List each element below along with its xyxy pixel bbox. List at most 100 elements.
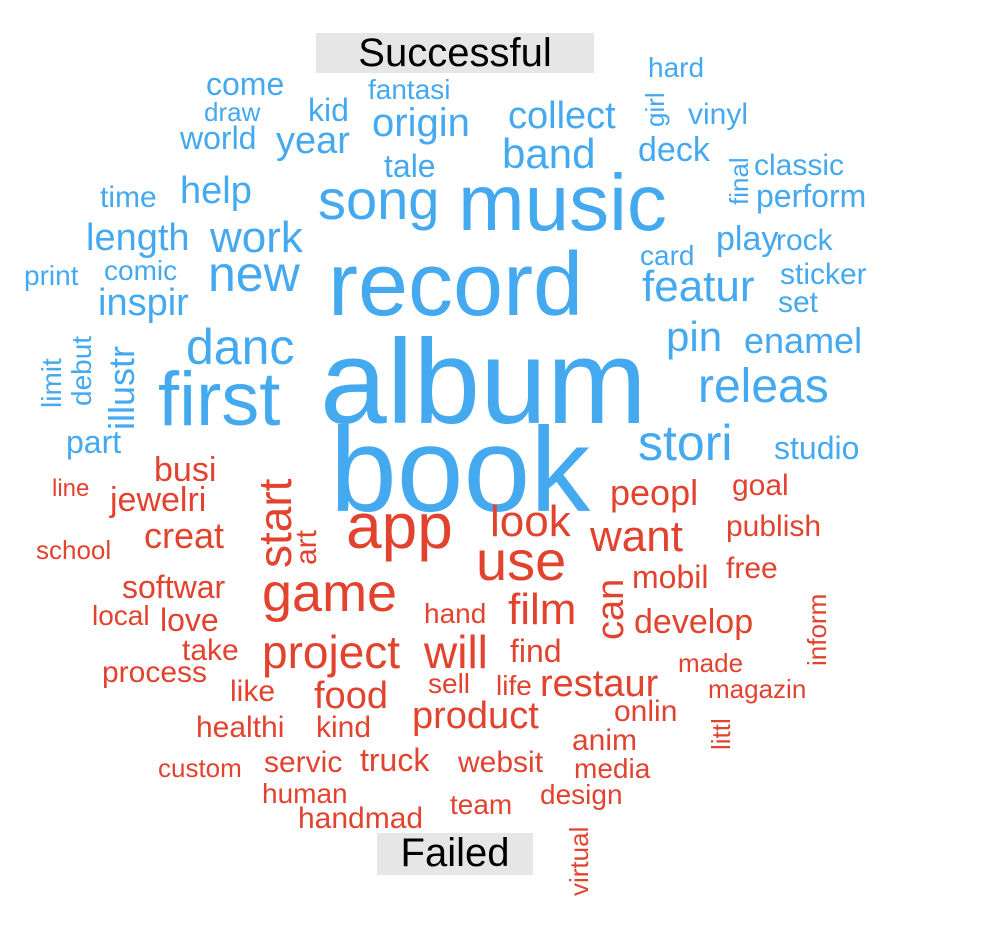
failed-word-websit: websit bbox=[458, 746, 544, 779]
successful-word-year: year bbox=[276, 120, 350, 162]
failed-word-servic: servic bbox=[264, 746, 343, 779]
failed-word-goal: goal bbox=[732, 469, 789, 502]
failed-word-softwar: softwar bbox=[122, 569, 226, 605]
successful-word-rock: rock bbox=[776, 224, 833, 257]
successful-word-perform: perform bbox=[756, 178, 867, 214]
failed-word-use: use bbox=[476, 529, 567, 592]
failed-word-game: game bbox=[262, 563, 398, 623]
failed-word-look: look bbox=[490, 497, 571, 546]
successful-word-origin: origin bbox=[372, 101, 470, 145]
failed-word-like: like bbox=[230, 675, 276, 708]
successful-word-featur: featur bbox=[642, 262, 755, 311]
failed-word-want: want bbox=[590, 512, 683, 561]
failed-word-will: will bbox=[424, 626, 488, 678]
successful-word-comic: comic bbox=[104, 255, 178, 286]
failed-word-anim: anim bbox=[572, 724, 638, 757]
successful-word-new: new bbox=[208, 246, 300, 302]
failed-label: Failed bbox=[400, 831, 510, 875]
successful-word-help: help bbox=[180, 170, 252, 212]
failed-word-healthi: healthi bbox=[196, 711, 285, 744]
failed-word-publish: publish bbox=[726, 510, 822, 543]
failed-word-peopl: peopl bbox=[610, 472, 699, 513]
failed-word-littl: littl bbox=[706, 718, 736, 750]
failed-word-food: food bbox=[314, 675, 388, 717]
failed-word-app: app bbox=[346, 490, 453, 562]
failed-word-life: life bbox=[496, 670, 532, 701]
failed-word-design: design bbox=[540, 779, 623, 810]
successful-word-vinyl: vinyl bbox=[688, 98, 749, 131]
failed-word-hand: hand bbox=[424, 598, 487, 629]
successful-word-draw: draw bbox=[204, 97, 261, 127]
successful-word-limit: limit bbox=[36, 358, 67, 408]
failed-word-line: line bbox=[52, 475, 90, 502]
successful-word-girl: girl bbox=[640, 92, 670, 127]
failed-word-take: take bbox=[182, 634, 239, 667]
successful-word-pin: pin bbox=[666, 313, 723, 360]
successful-word-set: set bbox=[778, 286, 819, 319]
successful-word-world: world bbox=[180, 120, 257, 156]
successful-word-hard: hard bbox=[648, 52, 705, 83]
failed-word-busi: busi bbox=[154, 451, 217, 489]
successful-word-sticker: sticker bbox=[780, 258, 867, 291]
failed-word-truck: truck bbox=[360, 742, 430, 778]
failed-word-magazin: magazin bbox=[708, 674, 807, 704]
failed-word-onlin: onlin bbox=[614, 695, 678, 728]
successful-word-print: print bbox=[24, 260, 79, 291]
successful-word-stori: stori bbox=[638, 415, 733, 471]
failed-word-free: free bbox=[726, 552, 778, 585]
successful-word-danc: danc bbox=[186, 319, 295, 375]
successful-label-box: Successful bbox=[316, 33, 594, 73]
failed-word-process: process bbox=[102, 656, 208, 689]
failed-word-develop: develop bbox=[634, 603, 754, 641]
successful-word-part: part bbox=[66, 424, 122, 460]
successful-word-album: album bbox=[320, 315, 647, 449]
successful-word-work: work bbox=[210, 213, 303, 262]
failed-word-restaur: restaur bbox=[540, 663, 659, 705]
failed-word-kind: kind bbox=[316, 711, 372, 744]
successful-word-play: play bbox=[716, 220, 779, 258]
successful-word-final: final bbox=[724, 157, 754, 205]
failed-word-product: product bbox=[412, 695, 539, 737]
failed-word-sell: sell bbox=[428, 668, 471, 699]
successful-word-song: song bbox=[318, 168, 440, 231]
successful-word-fantasi: fantasi bbox=[368, 74, 451, 105]
successful-word-debut: debut bbox=[66, 335, 97, 406]
failed-word-love: love bbox=[160, 602, 219, 638]
successful-label: Successful bbox=[358, 31, 552, 75]
failed-word-creat: creat bbox=[144, 515, 225, 556]
failed-word-school: school bbox=[36, 535, 112, 565]
successful-word-classic: classic bbox=[754, 149, 845, 182]
successful-word-come: come bbox=[206, 66, 285, 102]
failed-word-local: local bbox=[92, 600, 150, 631]
failed-word-mobil: mobil bbox=[632, 559, 709, 595]
successful-word-music: music bbox=[458, 158, 667, 247]
failed-word-made: made bbox=[678, 648, 744, 678]
failed-word-can: can bbox=[590, 578, 632, 640]
successful-word-band: band bbox=[502, 130, 596, 177]
successful-word-deck: deck bbox=[638, 131, 710, 169]
failed-word-human: human bbox=[262, 778, 348, 809]
successful-word-card: card bbox=[640, 240, 695, 271]
successful-word-releas: releas bbox=[698, 360, 829, 413]
failed-word-project: project bbox=[262, 626, 401, 678]
successful-word-tale: tale bbox=[384, 148, 436, 184]
successful-word-book: book bbox=[330, 403, 591, 537]
successful-word-first: first bbox=[158, 357, 281, 442]
failed-word-team: team bbox=[450, 789, 513, 820]
successful-word-kid: kid bbox=[308, 92, 349, 128]
failed-word-jewelri: jewelri bbox=[110, 481, 207, 519]
successful-word-illustr: illustr bbox=[101, 345, 142, 430]
successful-word-enamel: enamel bbox=[744, 320, 863, 361]
successful-word-inspir: inspir bbox=[98, 282, 189, 324]
failed-word-media: media bbox=[574, 753, 651, 784]
failed-label-box: Failed bbox=[377, 833, 533, 875]
failed-word-inform: inform bbox=[802, 593, 832, 666]
failed-word-find: find bbox=[510, 633, 562, 669]
failed-word-art: art bbox=[290, 529, 323, 565]
failed-word-handmad: handmad bbox=[298, 802, 424, 835]
failed-word-virtual: virtual bbox=[564, 826, 594, 896]
successful-word-record: record bbox=[328, 235, 584, 335]
successful-word-collect: collect bbox=[508, 95, 616, 137]
successful-word-studio: studio bbox=[774, 430, 860, 466]
